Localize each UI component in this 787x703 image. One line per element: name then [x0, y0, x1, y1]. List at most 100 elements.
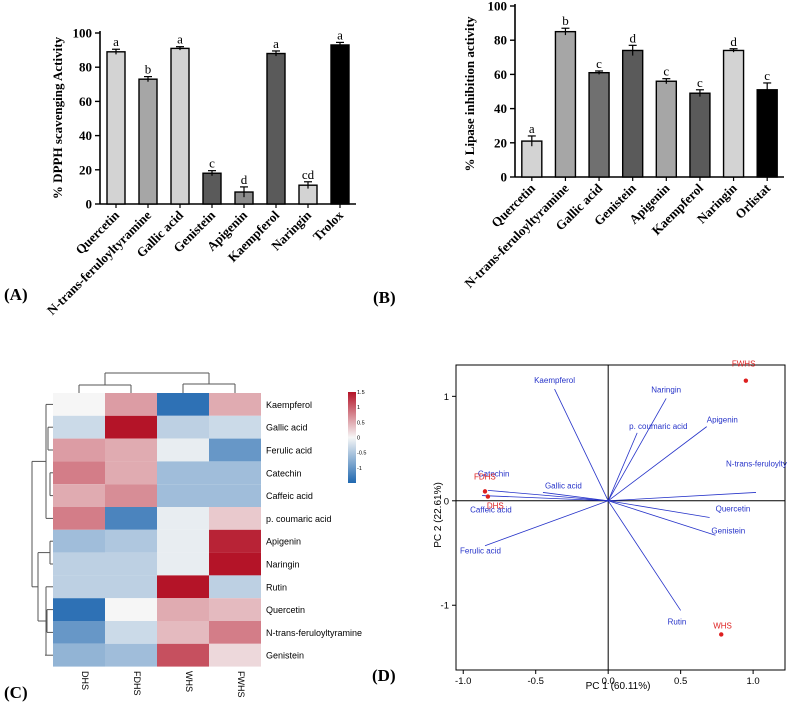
heatmap-row-label: Naringin [266, 560, 300, 570]
heatmap-cell [53, 643, 105, 667]
pca-sample-label: FWHS [732, 360, 756, 369]
heatmap-row-label: Rutin [266, 582, 287, 592]
heatmap-row-label: Quercetin [266, 605, 305, 615]
heatmap-cell [209, 575, 261, 599]
panel-b-y-tick-label: 100 [488, 0, 508, 14]
pca-loading-label: Quercetin [716, 505, 751, 514]
panel-a-significance-letter: b [145, 62, 152, 77]
heatmap-cell [209, 507, 261, 530]
heatmap-column-label: DHS [80, 671, 90, 690]
pca-loading-vector [608, 492, 757, 502]
heatmap-cell [209, 621, 261, 644]
pca-loading-label: Apigenin [707, 416, 738, 425]
heatmap-cell [105, 598, 157, 621]
heatmap-legend-tick-label: -0.5 [357, 451, 366, 457]
pca-loading-label: Rutin [668, 617, 687, 626]
panel-a-y-axis-label: % DPPH scavenging Activity [50, 36, 65, 199]
pca-x-tick-label: -0.5 [528, 676, 544, 687]
heatmap-cell [53, 507, 105, 530]
heatmap-cell [209, 598, 261, 621]
panel-b-y-axis-label: % Lipase inhibition activity [462, 16, 477, 171]
heatmap-cell [53, 484, 105, 507]
panel-a-label: (A) [4, 285, 28, 304]
heatmap-cell [53, 552, 105, 576]
panel-c-heatmap: (C) Kaempferol Gallic acid Ferulic acid Cat… [4, 372, 366, 702]
panel-b-bar [588, 71, 610, 178]
heatmap-cell [209, 529, 261, 553]
heatmap-cell [105, 575, 157, 599]
pca-loading-vector [607, 426, 707, 502]
heatmap-row-label: Gallic acid [266, 423, 308, 433]
panel-b-y-tick-label: 0 [501, 170, 508, 185]
panel-c-label: (C) [4, 683, 28, 702]
panel-b-y-tick-label: 80 [494, 33, 507, 48]
panel-a-bar [138, 78, 158, 205]
pca-loading-label: Kaempferol [534, 376, 575, 385]
heatmap-cell [105, 461, 157, 485]
heatmap-cell [53, 393, 105, 416]
pca-y-tick-label: 1 [444, 392, 449, 403]
heatmap-cell [157, 393, 209, 416]
panel-a-bar [330, 44, 350, 205]
panel-a-significance-letter: a [177, 32, 183, 47]
panel-a-significance-letter: a [337, 27, 343, 42]
heatmap-legend-tick-label: 0.5 [357, 420, 365, 426]
pca-loading-vector [608, 500, 710, 518]
heatmap-column-label: FWHS [236, 671, 246, 698]
heatmap-legend-tick-label: -1 [357, 466, 362, 472]
pca-sample-point [482, 489, 488, 494]
pca-loading-label: Caffeic acid [470, 506, 512, 515]
pca-x-tick-label: -1.0 [455, 676, 471, 687]
panel-d-y-axis-label: PC 2 (22.61%) [433, 482, 444, 548]
heatmap-cell [209, 415, 261, 439]
panel-b-significance-letter: c [663, 64, 669, 79]
heatmap-cell [53, 438, 105, 462]
pca-loading-vector [482, 495, 609, 502]
panel-a-significance-letter: c [209, 156, 215, 171]
heatmap-cell [157, 643, 209, 667]
heatmap-cell [105, 484, 157, 507]
panel-b-significance-letter: c [596, 56, 602, 71]
heatmap-cell [209, 643, 261, 667]
pca-x-tick-label: 1.0 [747, 676, 760, 687]
heatmap-cell [157, 484, 209, 507]
pca-loading-vector [487, 489, 609, 502]
heatmap-cell [105, 393, 157, 416]
heatmap-legend-tick-label: 1 [357, 405, 360, 411]
heatmap-color-legend [348, 392, 356, 483]
panel-a-bar-chart: (A) % DPPH scavenging Activity 0 20 40 60 80… [4, 26, 356, 318]
heatmap-cell [209, 552, 261, 576]
heatmap-column-label: FDHS [132, 671, 142, 696]
panel-a-significance-letter: d [241, 172, 248, 187]
heatmap-cell [157, 438, 209, 462]
heatmap-row-label: Kaempferol [266, 400, 312, 410]
panel-a-significance-letter: a [273, 36, 279, 51]
heatmap-row-label: Apigenin [266, 537, 301, 547]
panel-b-label: (B) [373, 288, 396, 307]
pca-loading-label: Catechin [478, 469, 510, 478]
pca-loading-vector [554, 388, 609, 501]
pca-loading-label: Naringin [651, 385, 681, 394]
heatmap-cell [105, 507, 157, 530]
heatmap-cell [157, 461, 209, 485]
panel-b-y-tick-label: 20 [494, 135, 507, 150]
panel-b-bar-chart: (B) % Lipase inhibition activity 0 20 40 60… [373, 0, 784, 307]
panel-b-bar [689, 92, 711, 178]
panel-b-significance-letter: a [529, 121, 535, 136]
pca-loading-vector [607, 500, 681, 611]
pca-sample-label: FDHS [474, 472, 496, 481]
heatmap-cell [53, 415, 105, 439]
panel-a-y-tick-label: 100 [73, 26, 93, 41]
panel-b-significance-letter: d [629, 30, 636, 45]
pca-sample-point [485, 494, 491, 499]
heatmap-cell [157, 415, 209, 439]
heatmap-cell [105, 415, 157, 439]
panel-b-bar [722, 49, 745, 178]
panel-a-y-tick-label: 0 [86, 197, 93, 212]
pca-sample-point [743, 378, 749, 383]
heatmap-row-label: Ferulic acid [266, 446, 312, 456]
pca-x-tick-label: 0.5 [674, 676, 687, 687]
panel-b-significance-letter: c [697, 75, 703, 90]
panel-b-category-label: Orlistat [732, 180, 774, 222]
panel-b-bar [521, 140, 543, 178]
